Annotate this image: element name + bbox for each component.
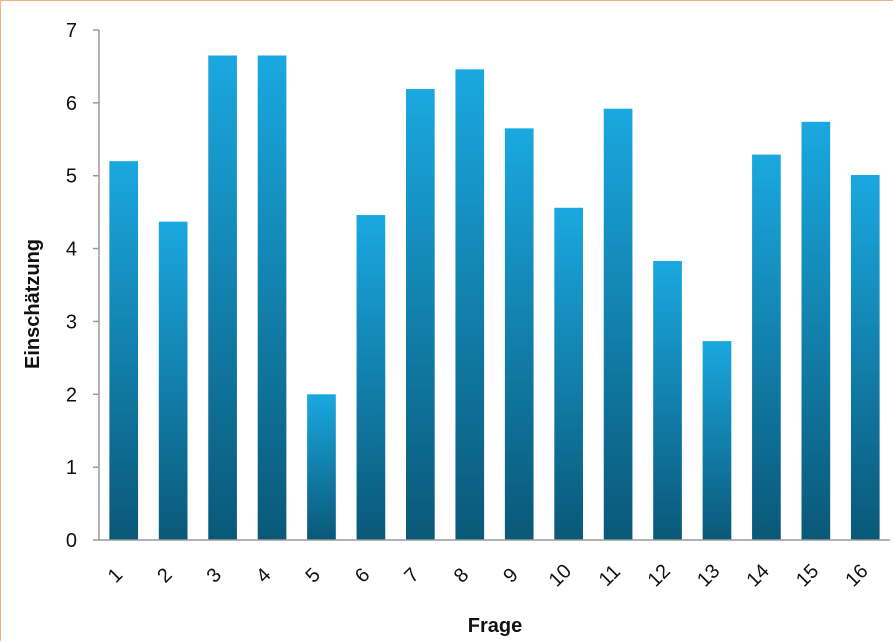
bar-12 — [653, 260, 682, 540]
bar-2 — [158, 221, 188, 540]
x-tick-label: 12 — [644, 560, 675, 591]
bar-4 — [257, 55, 287, 540]
y-tick-label: 6 — [66, 93, 77, 115]
bar-5 — [307, 394, 336, 540]
bar-8 — [455, 69, 485, 540]
x-tick-label: 10 — [545, 560, 576, 591]
bars — [109, 55, 880, 541]
x-tick-label: 16 — [841, 560, 872, 591]
x-axis: 1 2 3 4 5 6 7 8 9 10 11 12 13 14 15 16 — [99, 539, 890, 591]
bar-1 — [109, 161, 139, 540]
bar-9 — [504, 128, 534, 540]
x-tick-label: 4 — [252, 564, 275, 587]
x-tick-label: 13 — [693, 560, 724, 591]
bar-14 — [752, 154, 781, 541]
y-axis-title: Einschätzung — [22, 239, 44, 369]
y-tick-label: 4 — [66, 239, 77, 261]
x-tick-label: 1 — [104, 564, 127, 587]
y-tick-label: 5 — [66, 166, 77, 188]
bar-6 — [356, 215, 386, 541]
y-axis: 0 1 2 3 4 5 6 7 — [66, 20, 100, 552]
bar-13 — [702, 341, 732, 540]
x-tick-label: 15 — [792, 560, 823, 591]
bar-15 — [801, 121, 831, 541]
x-tick-label: 14 — [743, 560, 774, 591]
y-tick-label: 1 — [66, 457, 77, 479]
x-tick-label: 5 — [302, 564, 325, 587]
bar-11 — [603, 108, 633, 540]
x-tick-label: 3 — [203, 564, 226, 587]
x-tick-label: 6 — [351, 564, 374, 587]
y-tick-label: 3 — [66, 311, 77, 333]
bar-3 — [208, 55, 237, 540]
x-tick-label: 11 — [595, 561, 625, 591]
bar-16 — [850, 174, 880, 540]
y-tick-label: 2 — [66, 384, 77, 406]
y-tick-label: 0 — [66, 530, 77, 552]
x-tick-label: 8 — [450, 564, 473, 587]
bar-7 — [406, 89, 435, 540]
x-tick-label: 7 — [400, 564, 423, 587]
x-tick-label: 9 — [499, 564, 522, 587]
x-tick-label: 2 — [153, 564, 176, 587]
y-tick-label: 7 — [66, 20, 77, 42]
x-axis-title: Frage — [468, 615, 522, 637]
bar-10 — [554, 207, 583, 540]
